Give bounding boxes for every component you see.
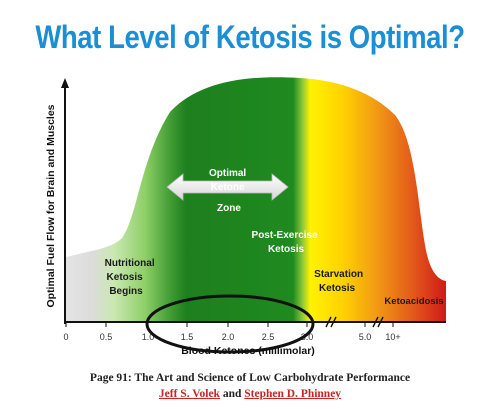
fuel-curve-area: [66, 77, 446, 321]
post-exercise-label: Post-Exercise Ketosis: [252, 230, 321, 255]
y-axis-label: Optimal Fuel Flow for Brain and Muscles: [45, 104, 57, 307]
x-tick-label: 2.0: [222, 332, 235, 342]
page-title: What Level of Ketosis is Optimal?: [35, 19, 465, 55]
x-tick-label: 0: [63, 332, 68, 342]
y-axis-arrow: [61, 78, 69, 88]
nutritional-ketosis-label: Nutritional Ketosis Begins: [105, 258, 158, 297]
ketoacidosis-label: Ketoacidosis: [384, 296, 443, 307]
x-tick-label: 1.0: [142, 332, 155, 342]
x-tick-label: 5.0: [359, 332, 372, 342]
optimal-range-ellipse: [145, 294, 315, 354]
authors-conjunction: and: [222, 388, 242, 400]
x-tick-label: 2.5: [262, 332, 275, 342]
x-tick-label: 0.5: [100, 332, 113, 342]
x-tick-label: 10+: [385, 332, 400, 342]
double-arrow-icon: [166, 173, 289, 201]
book-citation: Page 91: The Art and Science of Low Carb…: [89, 372, 411, 384]
starvation-ketosis-label: Starvation Ketosis: [314, 269, 366, 294]
authors-line: Jeff S. Volek and Stephen D. Phinney: [0, 388, 500, 400]
author-link-volek[interactable]: Jeff S. Volek: [158, 388, 220, 400]
optimal-zone-label: Optimal Ketone Zone: [209, 168, 249, 214]
author-link-phinney[interactable]: Stephen D. Phinney: [244, 388, 342, 400]
x-tick-label: 1.5: [181, 332, 194, 342]
axis-break-marks: [325, 316, 384, 328]
x-tick-label: 3.0: [301, 332, 314, 342]
